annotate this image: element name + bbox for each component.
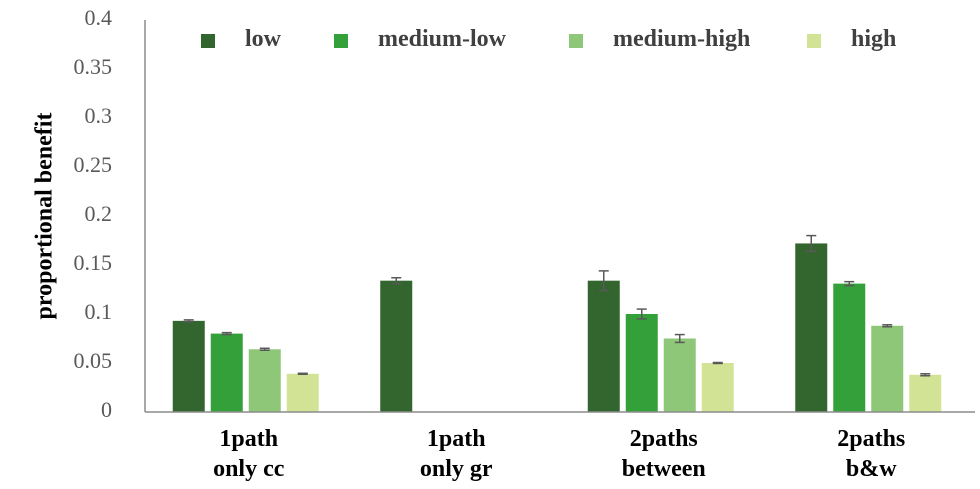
y-tick-label: 0.3 [85, 103, 113, 128]
bar-medium-low-1 [210, 333, 243, 412]
bars [172, 243, 942, 412]
y-tick-label: 0.4 [85, 5, 113, 30]
bar-medium-low-3 [625, 314, 658, 412]
legend: low medium-low medium-high high [201, 26, 896, 52]
legend-label: high [851, 26, 896, 52]
bar-high-1 [286, 373, 319, 412]
x-tick-label: only cc [213, 456, 285, 482]
x-tick-label: b&w [846, 456, 897, 482]
x-tick-label: 1path [427, 426, 486, 452]
legend-label: low [245, 26, 282, 52]
bar-medium-high-1 [248, 349, 281, 412]
legend-swatch-high [807, 34, 821, 48]
bar-low-1 [172, 320, 205, 412]
bar-high-3 [701, 363, 734, 412]
y-tick-label: 0.25 [74, 152, 113, 177]
bar-medium-low-4 [833, 283, 866, 412]
y-tick-label: 0.35 [74, 54, 113, 79]
y-tick-label: 0.2 [85, 201, 113, 226]
bar-medium-high-4 [871, 325, 904, 412]
legend-swatch-low [201, 34, 215, 48]
x-tick-label: only gr [420, 456, 493, 482]
y-tick-label: 0 [101, 397, 112, 422]
y-tick-label: 0.15 [74, 250, 113, 275]
bar-low-2 [380, 280, 413, 412]
bar-medium-high-3 [663, 338, 696, 412]
error-bars [183, 234, 931, 377]
bar-low-3 [587, 280, 620, 412]
x-tick-label: between [622, 456, 706, 482]
y-tick-label: 0.1 [85, 299, 113, 324]
x-tick-label: 1path [219, 426, 278, 452]
legend-swatch-medium-low [334, 34, 348, 48]
legend-label: medium-high [613, 26, 750, 52]
y-axis-title: proportional benefit [32, 113, 58, 320]
y-tick-label: 0.05 [74, 348, 113, 373]
legend-swatch-medium-high [569, 34, 583, 48]
y-axis-ticks: 0 0.05 0.1 0.15 0.2 0.25 0.3 0.35 0.4 [74, 5, 113, 422]
legend-label: medium-low [378, 26, 507, 52]
x-tick-label: 2paths [630, 426, 698, 452]
bar-high-4 [909, 374, 942, 412]
bar-low-4 [795, 243, 828, 412]
x-axis-labels: 1path only cc 1path only gr 2paths between 2pa… [213, 426, 905, 482]
x-tick-label: 2paths [837, 426, 905, 452]
